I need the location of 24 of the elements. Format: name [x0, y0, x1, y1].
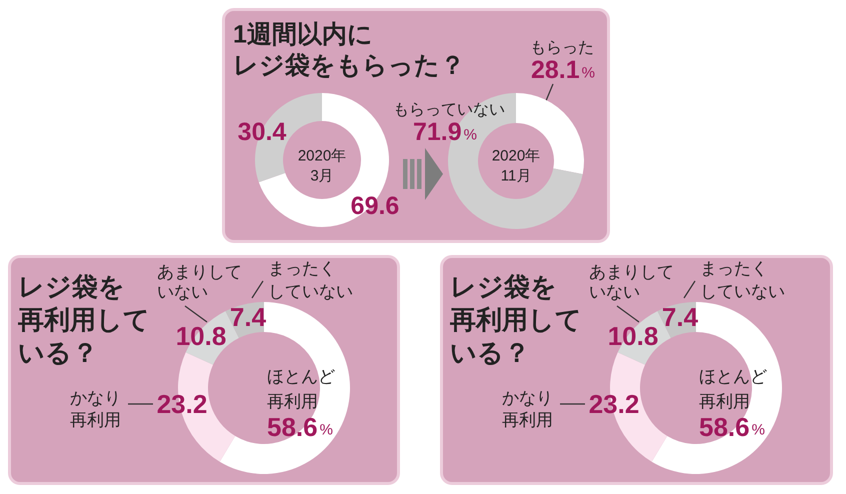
- data-label: 10.8: [176, 321, 226, 351]
- slice-label: もらった: [530, 40, 594, 56]
- data-label: 10.8: [608, 321, 658, 351]
- text: レジ袋を再利用している？: [449, 272, 582, 368]
- data-label: 7.4: [230, 302, 267, 332]
- data-label: 23.2: [156, 389, 208, 419]
- slice-label: ほとんど再利用: [267, 367, 335, 411]
- slice-label: かなり再利用: [502, 388, 553, 430]
- data-label: 71.9%: [412, 118, 477, 146]
- data-label: 7.4: [662, 302, 699, 332]
- slice-label: まったくしていない: [268, 259, 353, 301]
- slice-label: もらっていない: [393, 102, 505, 118]
- data-label: 30.4: [238, 118, 286, 146]
- slice-label: あまりしていない: [589, 262, 674, 302]
- slice-label: あまりしていない: [157, 262, 242, 302]
- data-label: 23.2: [588, 389, 640, 419]
- slice-label: かなり再利用: [70, 388, 121, 430]
- data-label: 28.1%: [530, 56, 595, 84]
- text: 2020年11月: [492, 148, 540, 184]
- chart-title: 1週間以内にレジ袋をもらった？: [233, 20, 465, 80]
- text: 2020年3月: [298, 148, 346, 184]
- slice-label: ほとんど再利用: [699, 367, 767, 411]
- text: レジ袋を再利用している？: [17, 272, 150, 368]
- slice-label: まったくしていない: [700, 259, 785, 301]
